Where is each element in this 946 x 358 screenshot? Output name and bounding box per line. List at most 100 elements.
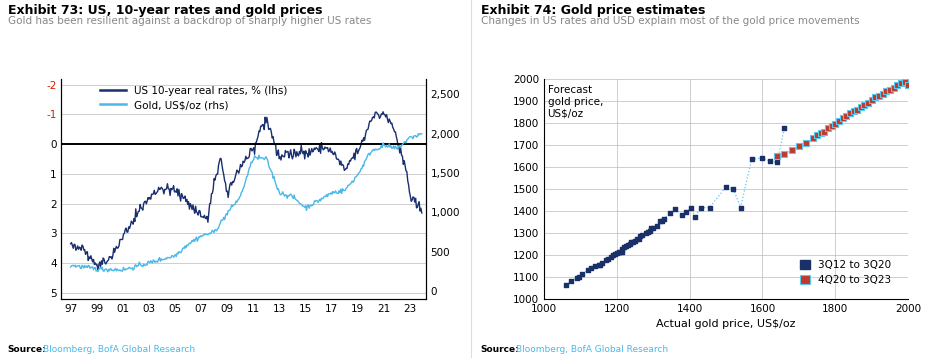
Point (605, 252, 621, 258)
Point (558, 282, 573, 287)
Point (609, 250, 624, 256)
X-axis label: Actual gold price, US$/oz: Actual gold price, US$/oz (657, 319, 796, 329)
Point (744, 156, 759, 162)
Text: Bloomberg, BofA Global Research: Bloomberg, BofA Global Research (43, 345, 195, 354)
Point (875, 91, 890, 97)
Point (587, 263, 603, 269)
Legend: US 10-year real rates, % (lhs), Gold, US$/oz (rhs): US 10-year real rates, % (lhs), Gold, US… (96, 82, 292, 114)
Point (883, 87, 898, 93)
Point (798, 140, 814, 145)
Text: Source:: Source: (481, 345, 519, 354)
Point (846, 108, 861, 113)
Point (893, 80, 908, 86)
Point (828, 121, 843, 127)
Point (850, 107, 865, 112)
Point (777, 125, 792, 131)
Point (769, 160, 784, 165)
Point (662, 210, 677, 216)
Point (580, 267, 595, 273)
Point (777, 151, 792, 156)
Point (816, 129, 832, 135)
Point (629, 237, 644, 242)
Point (839, 113, 854, 119)
Point (617, 244, 632, 250)
Point (791, 143, 806, 149)
Point (615, 249, 630, 255)
Point (784, 147, 799, 153)
Point (655, 218, 670, 224)
Point (574, 271, 589, 276)
Point (853, 105, 868, 110)
Point (622, 241, 637, 247)
Text: Gold has been resilient against a backdrop of sharply higher US rates: Gold has been resilient against a backdr… (8, 16, 371, 26)
Point (733, 205, 748, 211)
Point (584, 265, 599, 271)
Point (678, 209, 693, 215)
Point (611, 249, 626, 255)
Point (657, 216, 672, 222)
Point (627, 238, 642, 243)
Point (633, 233, 648, 239)
Legend: 3Q12 to 3Q20, 4Q20 to 3Q23: 3Q12 to 3Q20, 4Q20 to 3Q23 (796, 256, 896, 289)
Point (867, 95, 883, 100)
Point (897, 79, 912, 85)
Point (623, 239, 639, 245)
Text: Exhibit 74: Gold price estimates: Exhibit 74: Gold price estimates (481, 4, 705, 16)
Point (810, 132, 825, 138)
Point (635, 232, 650, 238)
Point (649, 223, 664, 229)
Point (668, 206, 683, 212)
Point (864, 97, 879, 102)
Point (901, 82, 916, 88)
Point (755, 155, 770, 161)
Point (820, 125, 835, 131)
Point (600, 256, 615, 262)
Point (564, 279, 579, 284)
Point (871, 93, 886, 99)
Point (835, 116, 850, 121)
Point (571, 274, 587, 280)
Point (824, 123, 839, 129)
Point (569, 275, 585, 281)
Point (604, 254, 619, 260)
Point (842, 110, 857, 116)
Point (631, 237, 646, 242)
Point (879, 88, 894, 94)
Text: Source:: Source: (8, 345, 46, 354)
Point (762, 159, 778, 164)
Point (607, 251, 622, 257)
Point (726, 186, 741, 192)
Point (684, 205, 699, 211)
Text: Forecast
gold price,
US$/oz: Forecast gold price, US$/oz (548, 85, 603, 118)
Point (674, 212, 690, 218)
Point (719, 184, 734, 189)
Point (615, 247, 630, 252)
Text: Changes in US rates and USD explain most of the gold price movements: Changes in US rates and USD explain most… (481, 16, 859, 26)
Point (639, 230, 654, 236)
Point (644, 226, 659, 231)
Point (595, 260, 610, 266)
Point (591, 262, 606, 268)
Point (693, 205, 709, 211)
Point (702, 205, 717, 211)
Point (832, 118, 847, 124)
Point (814, 130, 829, 136)
Text: Bloomberg, BofA Global Research: Bloomberg, BofA Global Research (516, 345, 668, 354)
Point (625, 239, 640, 245)
Point (613, 249, 628, 255)
Point (806, 135, 821, 141)
Point (645, 226, 660, 231)
Point (642, 228, 657, 233)
Point (640, 229, 656, 234)
Point (886, 85, 902, 91)
Point (769, 153, 784, 159)
Point (688, 214, 703, 220)
Point (598, 257, 613, 263)
Point (857, 102, 872, 108)
Point (889, 82, 904, 88)
Point (619, 243, 634, 249)
Point (593, 262, 608, 268)
Point (653, 218, 668, 224)
Point (621, 242, 636, 248)
Point (861, 100, 876, 106)
